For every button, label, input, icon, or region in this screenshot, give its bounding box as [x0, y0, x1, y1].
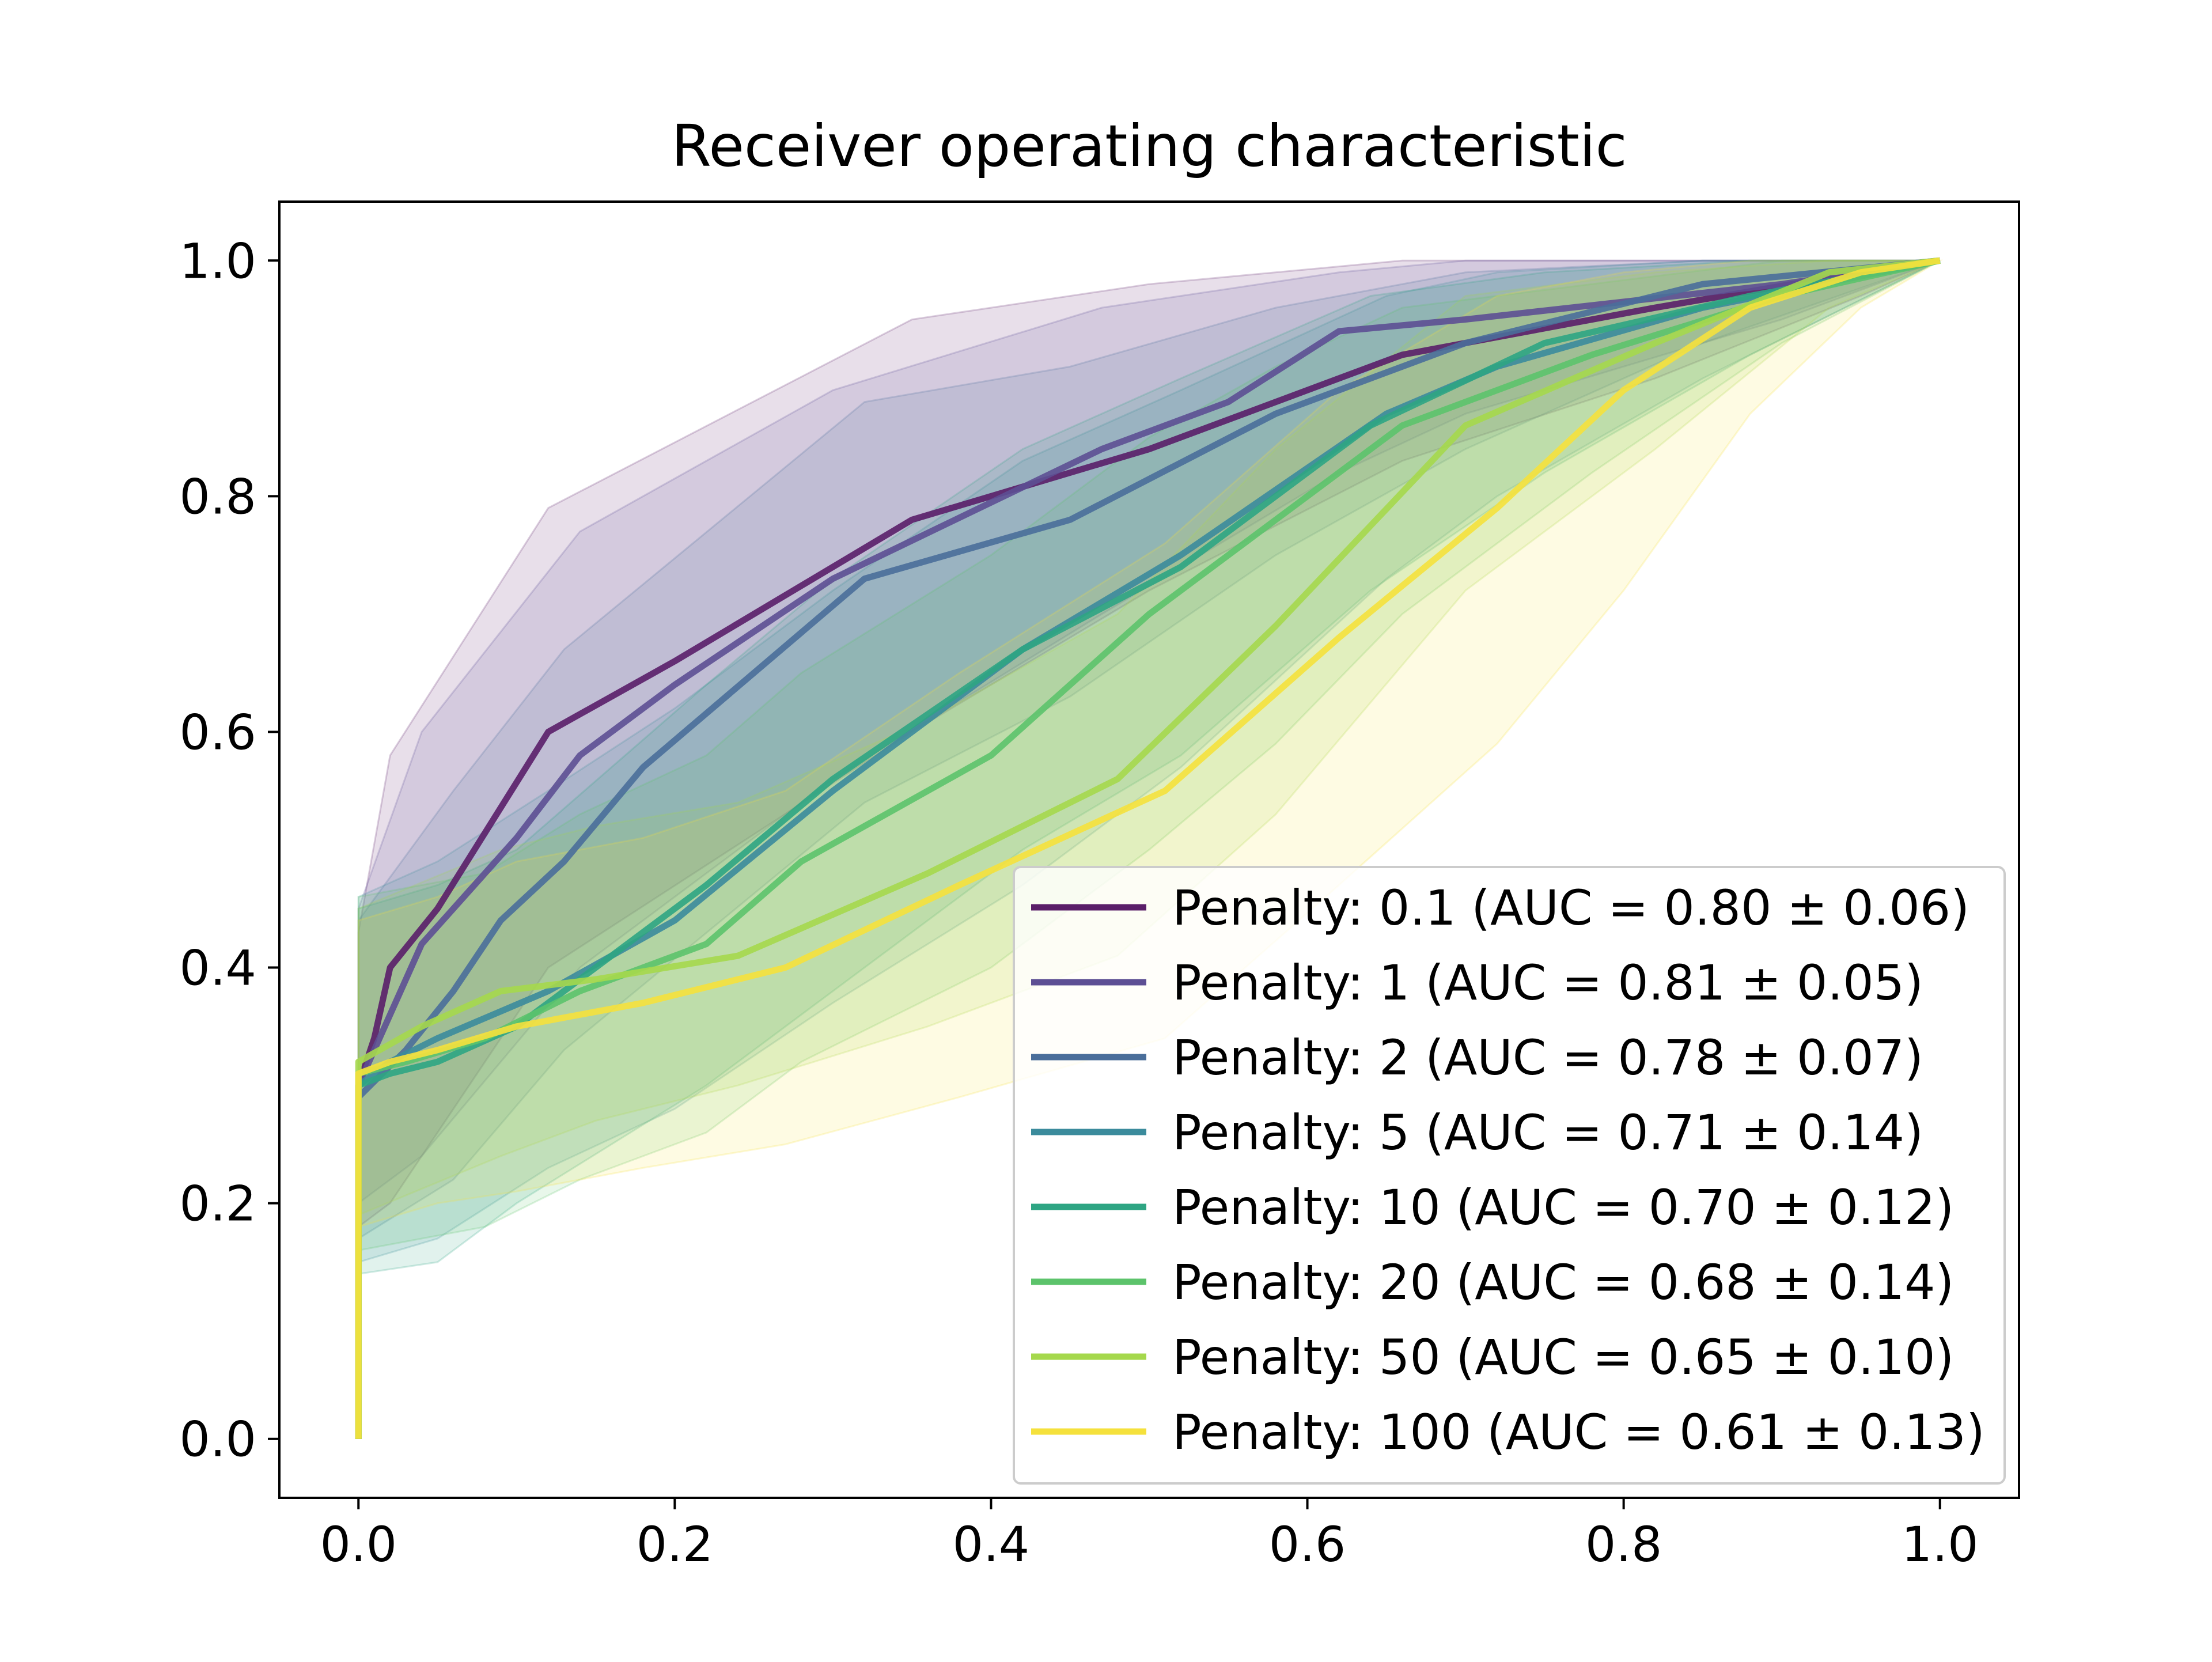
roc-line-series-6 — [355, 257, 1941, 1439]
x-tick-label: 0.0 — [320, 1516, 397, 1573]
x-axis: 0.0 0.2 0.4 0.6 0.8 1.0 — [320, 1498, 1979, 1573]
x-tick-label: 0.4 — [953, 1516, 1030, 1573]
y-tick-label: 0.2 — [179, 1176, 256, 1232]
legend-box — [1013, 866, 2006, 1485]
y-tick-label: 0.8 — [179, 468, 256, 525]
roc-line-series-5 — [355, 257, 1941, 1439]
y-tick-label: 0.6 — [179, 704, 256, 760]
legend-entry-label: Penalty: 0.1 (AUC = 0.80 ± 0.06) — [1172, 880, 1969, 936]
legend-entry-label: Penalty: 100 (AUC = 0.61 ± 0.13) — [1172, 1404, 1985, 1460]
legend-entry-label: Penalty: 5 (AUC = 0.71 ± 0.14) — [1172, 1104, 1923, 1161]
roc-line-series-1 — [355, 257, 1941, 1439]
confidence-band-series-1 — [357, 259, 1941, 1229]
confidence-band-series-6 — [357, 259, 1941, 1252]
confidence-band-series-4 — [357, 259, 1941, 1263]
legend-entry-label: Penalty: 10 (AUC = 0.70 ± 0.12) — [1172, 1179, 1954, 1236]
confidence-band-series-3 — [357, 259, 1941, 1240]
roc-line-series-8 — [355, 257, 1941, 1439]
y-tick-label: 0.4 — [179, 940, 256, 997]
x-tick-label: 1.0 — [1902, 1516, 1979, 1573]
roc-line-series-3 — [355, 257, 1941, 1439]
roc-curves — [355, 257, 1941, 1439]
y-tick-label: 0.0 — [179, 1411, 256, 1468]
legend-entry-label: Penalty: 50 (AUC = 0.65 ± 0.10) — [1172, 1329, 1954, 1385]
confidence-band-series-5 — [357, 259, 1941, 1275]
roc-line-series-7 — [355, 257, 1941, 1439]
plot-frame — [278, 200, 2020, 1499]
legend-entry-label: Penalty: 1 (AUC = 0.81 ± 0.05) — [1172, 955, 1923, 1011]
x-tick-label: 0.2 — [637, 1516, 714, 1573]
legend-entry-label: Penalty: 20 (AUC = 0.68 ± 0.14) — [1172, 1254, 1954, 1311]
chart-title: Receiver operating characteristic — [671, 112, 1627, 180]
y-axis: 0.0 0.2 0.4 0.6 0.8 1.0 — [179, 233, 279, 1468]
y-tick-label: 1.0 — [179, 233, 256, 289]
roc-line-series-2 — [355, 257, 1941, 1439]
x-tick-label: 0.8 — [1585, 1516, 1662, 1573]
confidence-band-series-8 — [357, 259, 1944, 1228]
legend: Penalty: 0.1 (AUC = 0.80 ± 0.06) Penalty:… — [1013, 866, 2006, 1485]
legend-entry-label: Penalty: 2 (AUC = 0.78 ± 0.07) — [1172, 1029, 1923, 1086]
x-tick-label: 0.6 — [1269, 1516, 1346, 1573]
